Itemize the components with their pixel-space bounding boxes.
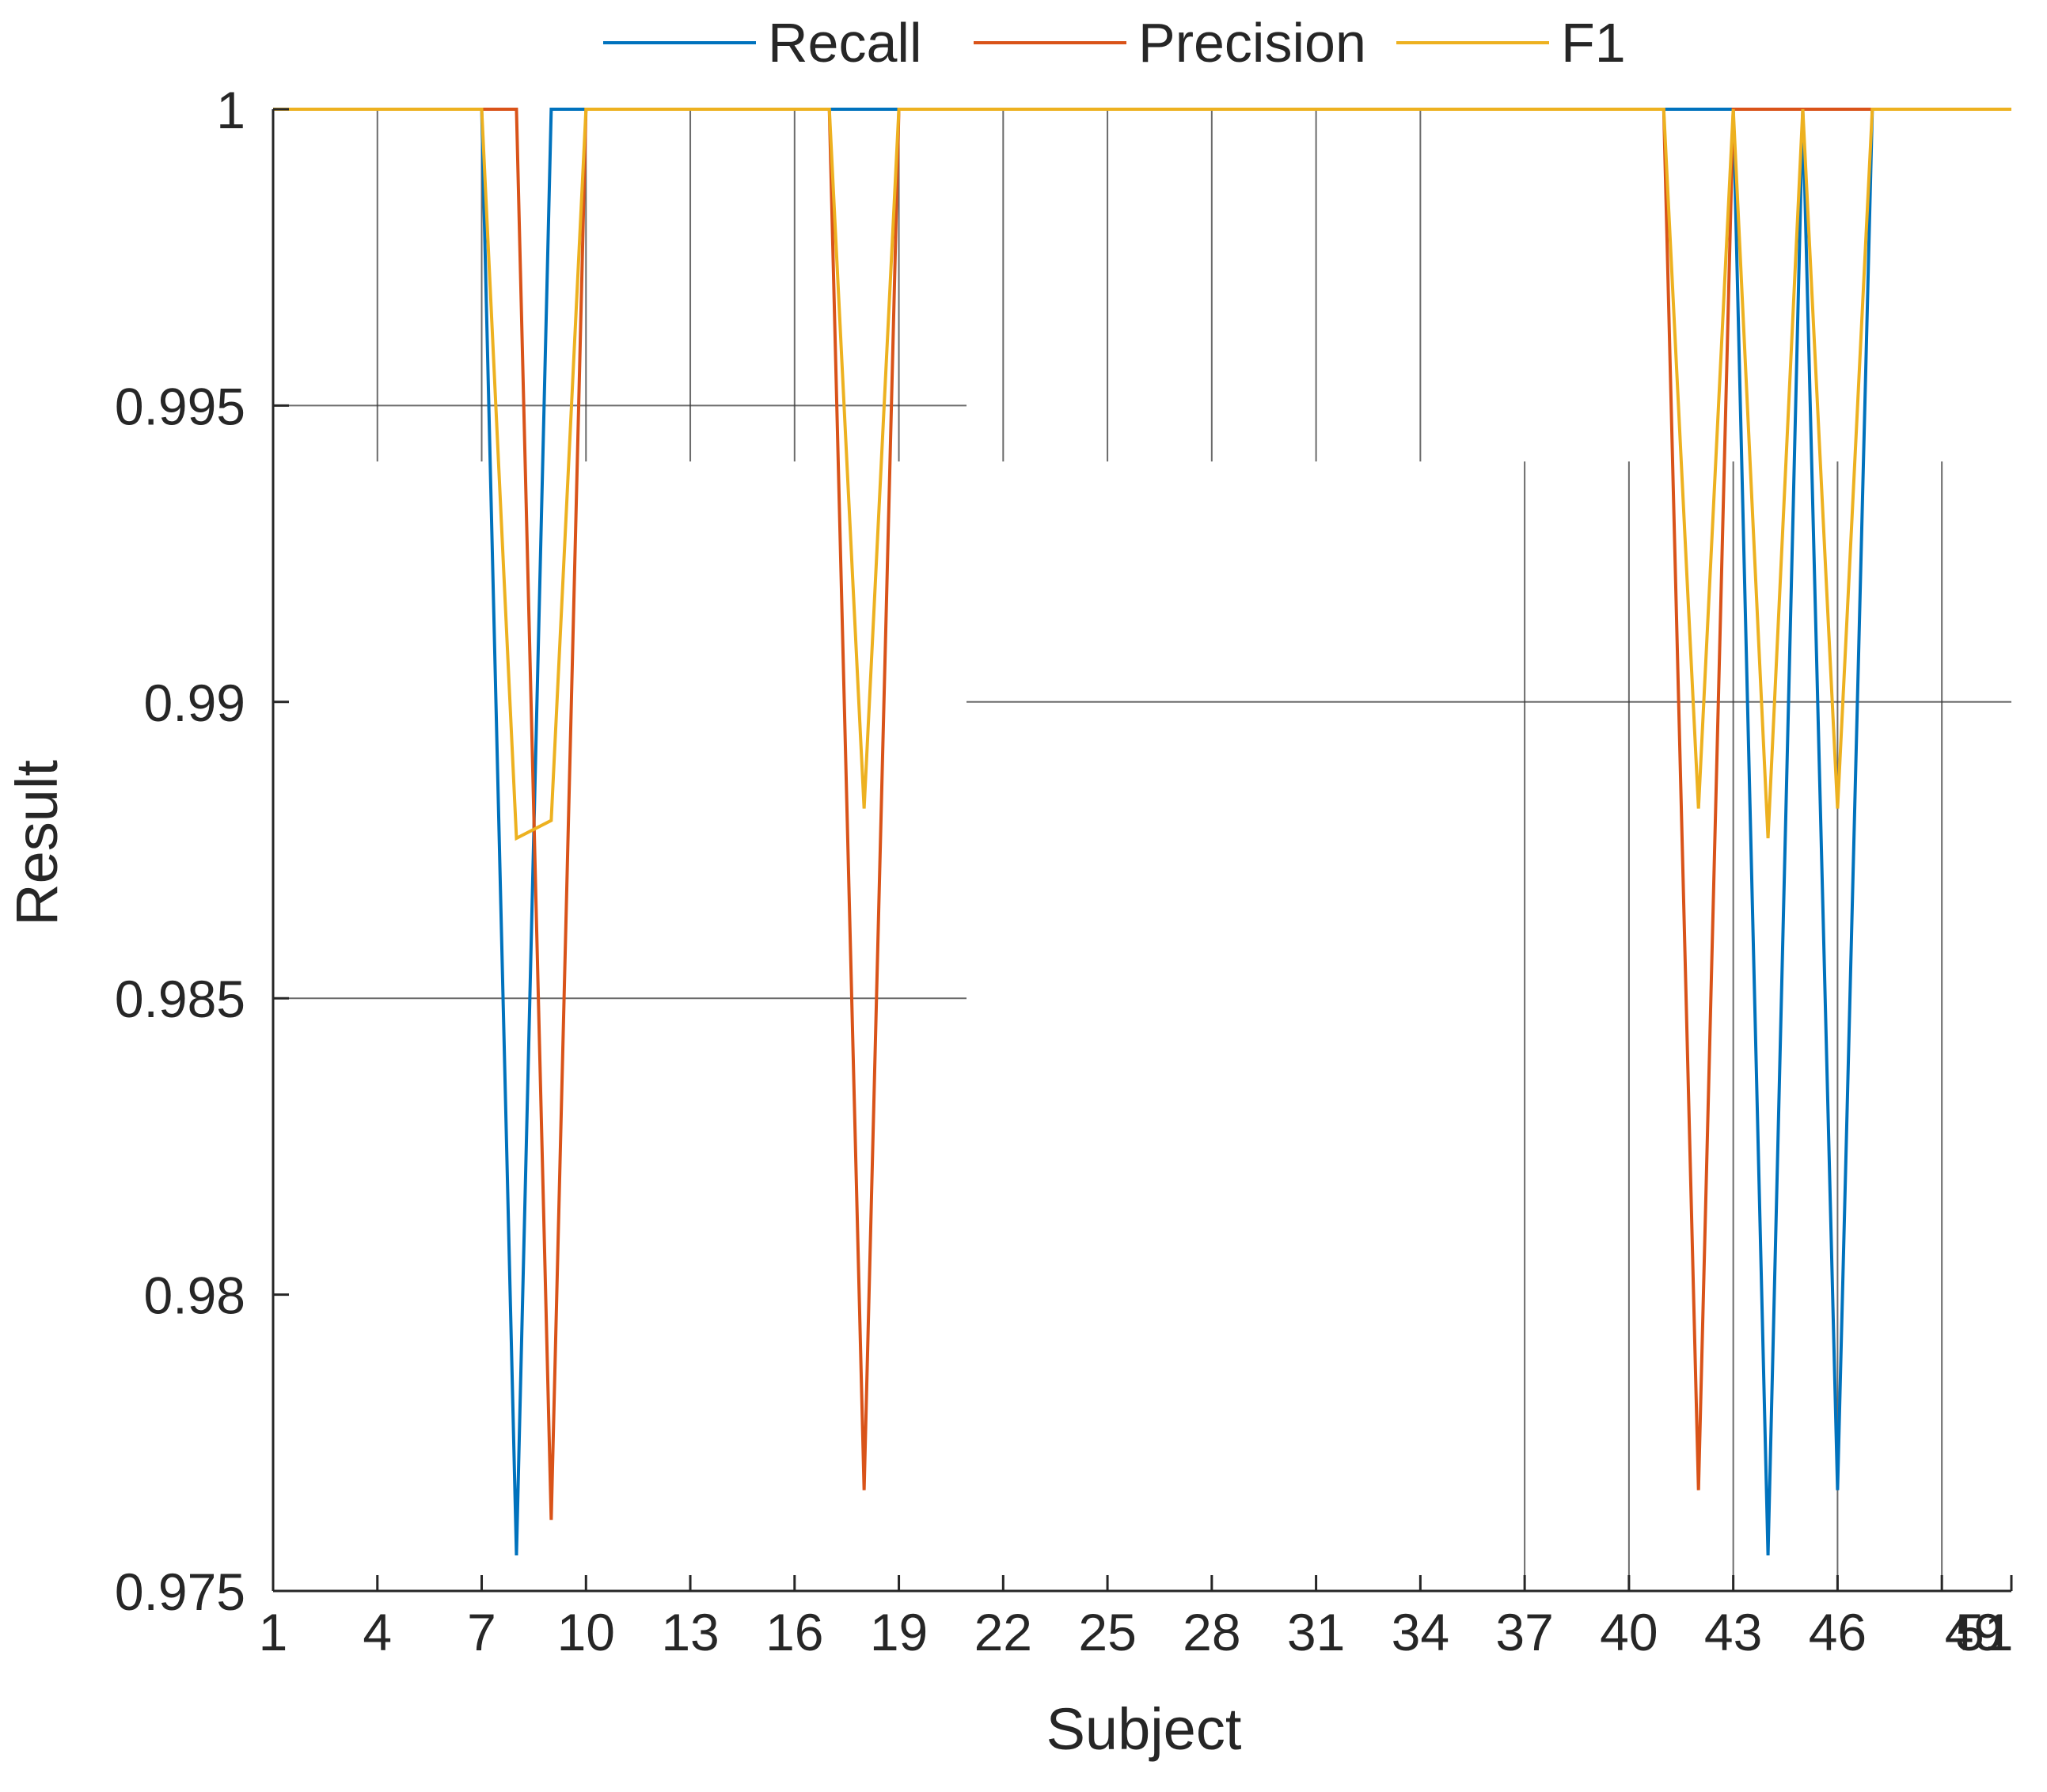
legend-label-f1: F1 xyxy=(1561,12,1626,74)
x-tick-label: 16 xyxy=(765,1603,823,1661)
legend-label-recall: Recall xyxy=(768,12,922,74)
y-tick-label: 0.985 xyxy=(115,970,245,1028)
x-tick-label: 46 xyxy=(1809,1603,1867,1661)
y-tick-label: 0.975 xyxy=(115,1562,245,1621)
x-tick-label: 43 xyxy=(1704,1603,1762,1661)
x-tick-label: 40 xyxy=(1600,1603,1658,1661)
x-tick-label: 31 xyxy=(1287,1603,1345,1661)
x-tick-label: 49 xyxy=(1945,1603,2003,1661)
y-tick-label: 1 xyxy=(216,81,245,139)
x-tick-label: 1 xyxy=(259,1603,288,1661)
x-tick-label: 25 xyxy=(1078,1603,1136,1661)
x-tick-label: 34 xyxy=(1392,1603,1449,1661)
series-line-f1 xyxy=(273,108,2011,841)
legend: Recall Precision F1 xyxy=(603,12,1626,74)
x-axis-title: Subject xyxy=(1046,1696,1242,1762)
legend-label-precision: Precision xyxy=(1138,12,1366,74)
x-tick-label: 10 xyxy=(557,1603,615,1661)
x-tick-label: 37 xyxy=(1495,1603,1553,1661)
y-tick-label: 0.995 xyxy=(115,377,245,435)
x-tick-label: 4 xyxy=(363,1603,392,1661)
x-tick-label: 19 xyxy=(870,1603,928,1661)
y-axis-title: Result xyxy=(4,760,70,926)
y-tick-label: 0.99 xyxy=(144,674,245,732)
x-tick-label: 28 xyxy=(1183,1603,1240,1661)
plot-series xyxy=(273,108,2011,1556)
x-tick-label: 7 xyxy=(467,1603,496,1661)
axes xyxy=(272,108,2013,1593)
x-tick-label: 51 xyxy=(1955,1603,2013,1661)
x-tick-label: 22 xyxy=(974,1603,1032,1661)
y-tick-label: 0.98 xyxy=(144,1266,245,1325)
x-tick-label: 13 xyxy=(661,1603,719,1661)
